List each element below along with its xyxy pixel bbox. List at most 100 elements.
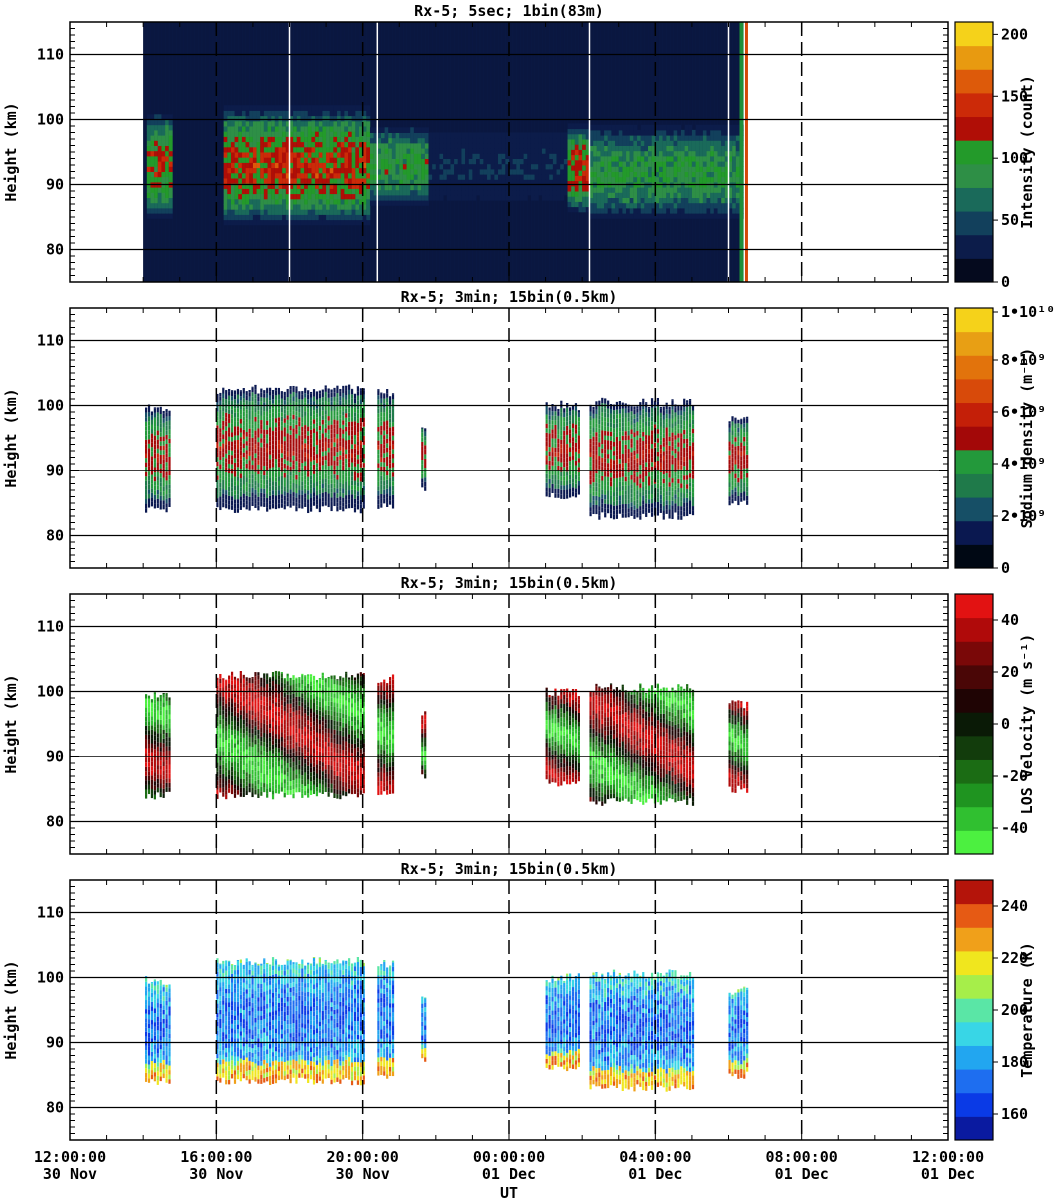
data-cell <box>254 430 257 436</box>
intensity-cell <box>315 120 320 127</box>
data-cell <box>571 491 575 497</box>
intensity-cell <box>296 110 301 117</box>
intensity-cell <box>717 161 722 167</box>
intensity-cell <box>417 127 422 133</box>
y-tick-label: 100 <box>37 111 64 129</box>
data-cell <box>330 456 333 462</box>
intensity-cell <box>629 176 634 183</box>
intensity-cell <box>615 129 620 136</box>
intensity-cell <box>348 157 353 163</box>
data-cell <box>239 423 242 429</box>
data-cell <box>248 496 251 502</box>
intensity-cell <box>315 162 320 169</box>
intensity-cell <box>607 129 612 136</box>
data-cell <box>304 443 307 448</box>
data-cell <box>242 393 245 399</box>
intensity-cell <box>549 179 554 185</box>
data-cell <box>242 479 245 485</box>
data-cell <box>260 388 263 393</box>
intensity-cell <box>461 132 466 139</box>
intensity-cell <box>658 140 664 146</box>
intensity-cell <box>622 155 627 162</box>
data-cell <box>266 488 269 494</box>
intensity-cell <box>263 214 269 221</box>
intensity-cell <box>666 197 671 204</box>
intensity-cell <box>571 133 576 140</box>
intensity-cell <box>468 168 473 175</box>
data-cell <box>233 394 237 400</box>
data-cell <box>589 493 592 498</box>
intensity-cell <box>644 213 649 219</box>
data-cell <box>568 420 572 425</box>
data-cell <box>327 497 330 503</box>
intensity-cell <box>223 162 228 169</box>
data-cell <box>144 412 148 418</box>
data-cell <box>286 438 289 443</box>
intensity-cell <box>366 157 371 163</box>
data-cell <box>321 389 324 393</box>
intensity-cell <box>391 142 397 149</box>
data-cell <box>315 395 319 400</box>
data-cell <box>577 462 580 468</box>
intensity-cell <box>322 198 327 205</box>
intensity-cell <box>241 219 247 226</box>
data-cell <box>230 459 234 465</box>
intensity-cell <box>340 141 345 148</box>
data-cell <box>554 438 557 444</box>
intensity-cell <box>669 192 675 198</box>
data-cell <box>333 446 336 452</box>
data-cell <box>298 471 301 477</box>
data-cell <box>356 404 360 410</box>
intensity-cell <box>278 120 283 127</box>
data-cell <box>266 484 269 489</box>
data-cell <box>554 429 557 435</box>
data-cell <box>353 466 357 472</box>
intensity-cell <box>355 172 360 179</box>
intensity-cell <box>541 158 547 165</box>
intensity-cell <box>519 163 525 170</box>
data-cell <box>230 441 234 447</box>
intensity-cell <box>622 187 627 193</box>
data-cell <box>248 446 251 452</box>
intensity-cell <box>318 120 323 127</box>
intensity-cell <box>388 179 393 185</box>
data-cell <box>150 465 154 470</box>
intensity-cell <box>439 153 444 159</box>
data-cell <box>283 477 286 483</box>
intensity-cell <box>293 219 298 226</box>
data-cell <box>545 428 548 433</box>
intensity-cell <box>260 126 265 132</box>
intensity-cell <box>732 187 737 193</box>
intensity-cell <box>563 189 569 196</box>
intensity-cell <box>607 140 612 146</box>
data-cell <box>383 416 386 422</box>
data-cell <box>298 503 301 509</box>
intensity-cell <box>596 171 601 178</box>
intensity-cell <box>428 189 433 196</box>
data-cell <box>233 462 237 468</box>
intensity-cell <box>168 213 173 219</box>
data-cell <box>236 490 240 495</box>
data-cell <box>156 485 159 490</box>
intensity-cell <box>410 174 415 180</box>
data-cell <box>274 477 278 482</box>
data-cell <box>359 490 362 496</box>
intensity-cell <box>252 167 258 174</box>
intensity-cell <box>688 129 693 136</box>
data-cell <box>318 503 321 508</box>
data-cell <box>292 401 295 406</box>
data-cell <box>345 467 348 473</box>
data-cell <box>251 386 254 388</box>
data-cell <box>263 470 266 476</box>
data-cell <box>380 448 383 454</box>
intensity-cell <box>304 126 309 132</box>
data-cell <box>315 476 319 482</box>
intensity-cell <box>230 183 236 189</box>
intensity-cell <box>362 126 367 132</box>
intensity-cell <box>241 152 247 158</box>
data-cell <box>295 386 298 389</box>
intensity-cell <box>669 207 675 214</box>
data-cell <box>277 499 280 504</box>
intensity-cell <box>329 172 334 179</box>
intensity-cell <box>355 198 360 205</box>
